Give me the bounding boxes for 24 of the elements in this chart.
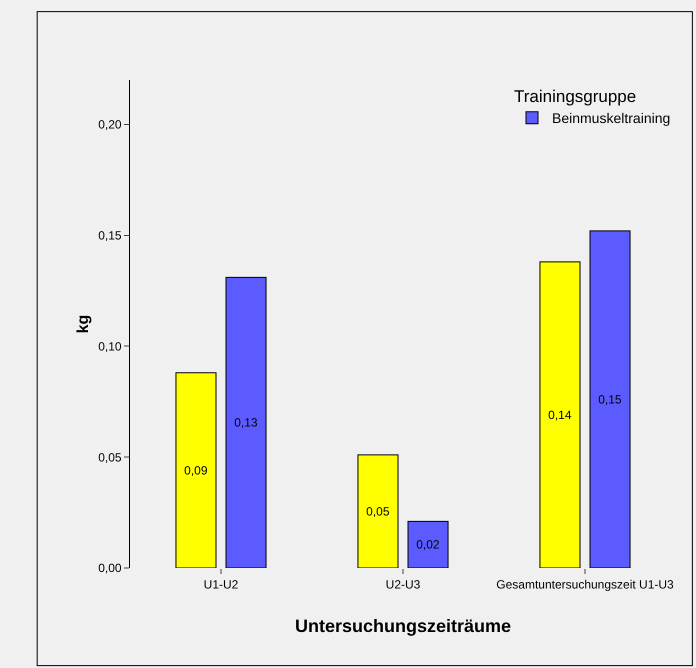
bar: [357, 454, 398, 568]
data-label: 0,15: [598, 392, 622, 406]
y-tick-label: 0,15: [98, 228, 122, 242]
y-axis-title: kg: [75, 314, 92, 334]
x-tick-label: U2-U3: [386, 577, 421, 592]
bar: [539, 261, 580, 568]
legend-label: Beinmuskeltraining: [552, 110, 670, 126]
x-tick-label: U1-U2: [204, 577, 239, 592]
x-axis-title: Untersuchungszeiträume: [294, 616, 512, 636]
bar: [175, 372, 216, 568]
bar: [226, 276, 267, 568]
data-label: 0,05: [366, 504, 390, 518]
y-tick-label: 0,20: [98, 118, 122, 132]
legend-title: Trainingsgruppe: [514, 87, 636, 106]
bar: [408, 520, 449, 568]
data-label: 0,09: [184, 463, 208, 478]
data-label: 0,02: [416, 538, 440, 552]
data-label: 0,14: [548, 408, 572, 422]
y-tick-label: 0,05: [98, 450, 122, 464]
data-label: 0,13: [234, 416, 258, 430]
bar: [590, 230, 631, 568]
y-tick-label: 0,10: [98, 339, 122, 354]
y-tick-label: 0,00: [98, 561, 122, 576]
x-tick-label: Gesamtuntersuchungszeit U1-U3: [496, 577, 674, 592]
